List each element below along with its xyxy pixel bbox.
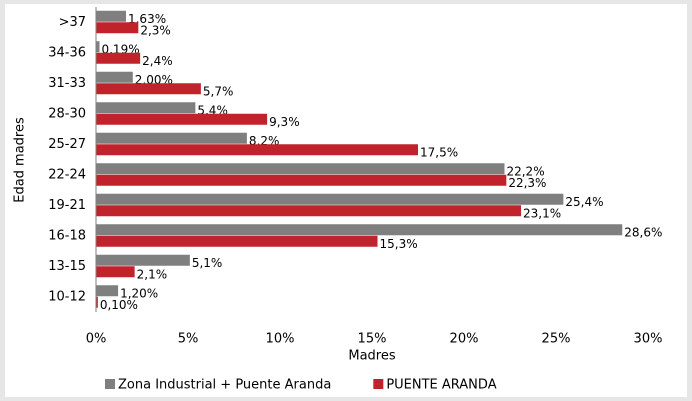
bar xyxy=(96,41,100,53)
x-tick-label: 15% xyxy=(358,332,387,347)
bar xyxy=(96,174,507,186)
value-label: 22,2% xyxy=(506,164,544,178)
legend-label: Zona Industrial + Puente Aranda xyxy=(118,378,331,393)
value-label: 2,1% xyxy=(137,267,168,281)
y-tick-label: 25-27 xyxy=(48,137,86,152)
bar xyxy=(96,144,418,156)
y-axis-label: Edad madres xyxy=(13,117,28,203)
y-tick-label: 19-21 xyxy=(48,198,86,213)
value-label: 2,3% xyxy=(140,23,171,37)
y-tick-label: >37 xyxy=(59,15,86,30)
value-label: 5,1% xyxy=(192,256,223,270)
bar xyxy=(96,254,190,266)
bar xyxy=(96,10,126,22)
bar xyxy=(96,102,196,114)
x-tick-label: 30% xyxy=(634,332,663,347)
y-tick-label: 34-36 xyxy=(48,45,86,60)
value-label: 15,3% xyxy=(380,237,418,251)
bar xyxy=(96,113,268,125)
y-tick-label: 28-30 xyxy=(48,106,86,121)
legend-swatch xyxy=(105,379,115,389)
bar xyxy=(96,22,139,34)
bar xyxy=(96,205,522,217)
y-tick-label: 10-12 xyxy=(48,289,86,304)
x-tick-label: 25% xyxy=(542,332,571,347)
x-tick-label: 0% xyxy=(86,332,107,347)
value-label: 22,3% xyxy=(508,176,546,190)
y-tick-label: 31-33 xyxy=(48,76,86,91)
legend-label: PUENTE ARANDA xyxy=(386,378,496,393)
y-tick-label: 16-18 xyxy=(48,228,86,243)
value-label: 9,3% xyxy=(269,115,300,129)
value-label: 23,1% xyxy=(523,206,561,220)
value-label: 25,4% xyxy=(565,195,603,209)
bar xyxy=(96,83,201,95)
value-label: 5,7% xyxy=(203,84,234,98)
value-label: 2,4% xyxy=(142,54,173,68)
bar xyxy=(96,132,247,144)
bar xyxy=(96,296,98,308)
bar xyxy=(96,52,141,64)
value-label: 1,20% xyxy=(120,286,158,300)
x-tick-label: 10% xyxy=(266,332,295,347)
x-axis-label: Madres xyxy=(348,349,395,364)
bar xyxy=(96,224,623,236)
bar xyxy=(96,193,564,205)
value-label: 0,10% xyxy=(100,298,138,312)
value-label: 28,6% xyxy=(624,225,662,239)
y-tick-label: 13-15 xyxy=(48,259,86,274)
legend-swatch xyxy=(373,379,384,389)
bar xyxy=(96,71,133,83)
bar xyxy=(96,163,505,175)
y-tick-label: 22-24 xyxy=(48,167,86,182)
bar xyxy=(96,266,135,278)
bar xyxy=(96,285,119,297)
value-label: 17,5% xyxy=(420,145,458,159)
x-tick-label: 5% xyxy=(178,332,199,347)
bar xyxy=(96,235,378,247)
x-tick-label: 20% xyxy=(450,332,479,347)
